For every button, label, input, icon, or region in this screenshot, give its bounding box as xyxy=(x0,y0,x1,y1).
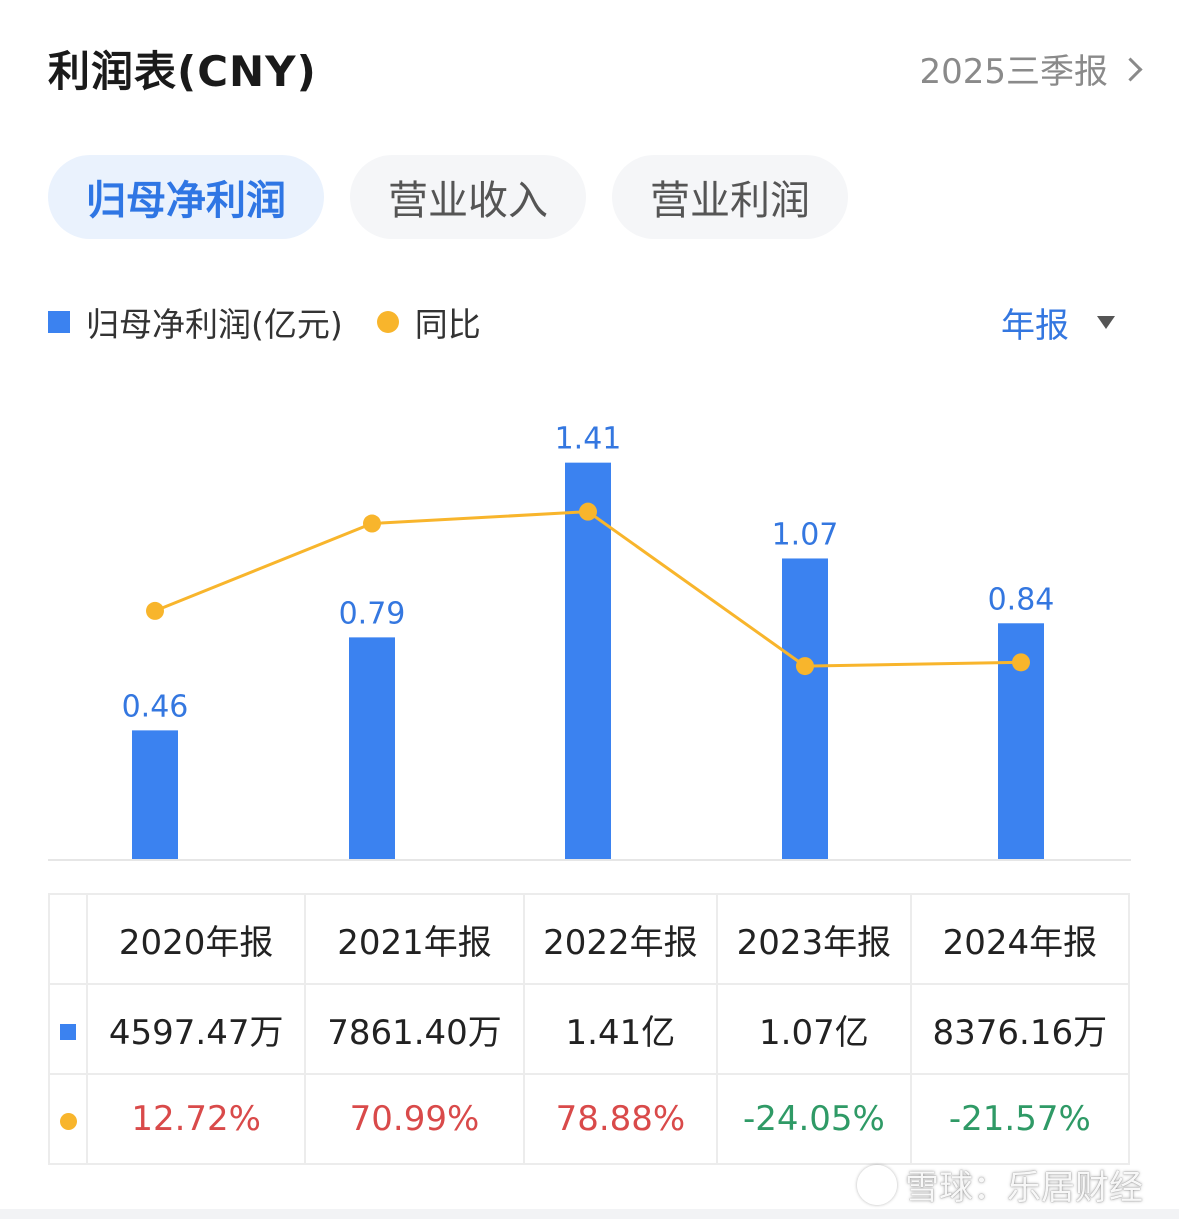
legend-bar-label: 归母净利润(亿元) xyxy=(86,305,343,344)
data-table: 2020年报 2021年报 2022年报 2023年报 2024年报 4597.… xyxy=(48,893,1131,1165)
line-legend-dot-icon xyxy=(376,311,399,333)
watermark-text: 雪球：乐居财经 xyxy=(905,1168,1143,1208)
line-marker-dot-icon xyxy=(59,1113,77,1130)
table-value-cell: 1.41亿 xyxy=(522,983,719,1075)
table-yoy-cell: 70.99% xyxy=(304,1073,525,1165)
table-value-cell: 1.07亿 xyxy=(716,983,912,1075)
table-yoy-cell: -21.57% xyxy=(909,1073,1131,1165)
table-yoy-cell: -24.05% xyxy=(716,1073,912,1165)
table-value-cell: 4597.47万 xyxy=(85,983,307,1075)
table-header-cell: 2024年报 xyxy=(909,893,1131,985)
table-row-marker xyxy=(48,983,88,1075)
table-yoy-cell: 12.72% xyxy=(85,1073,307,1165)
table-header-row: 2020年报 2021年报 2022年报 2023年报 2024年报 xyxy=(48,893,1131,985)
table-header-cell: 2023年报 xyxy=(716,893,912,985)
yoy-point-2020年报[interactable] xyxy=(146,601,164,620)
bar-2022年报[interactable] xyxy=(565,462,611,860)
period-selector-label: 年报 xyxy=(1001,306,1069,346)
table-header-cell: 2020年报 xyxy=(85,893,307,985)
table-yoy-cell: 78.88% xyxy=(522,1073,719,1165)
bar-2020年报[interactable] xyxy=(132,730,178,860)
yoy-point-2022年报[interactable] xyxy=(579,502,597,521)
bar-2021年报[interactable] xyxy=(349,637,395,860)
bar-marker-square-icon xyxy=(60,1024,76,1040)
profit-chart: 0.46 0.79 1.41 1.07 0.84 xyxy=(48,422,1131,861)
metric-tabs: 归母净利润 营业收入 营业利润 xyxy=(48,155,848,239)
xueqiu-logo-icon xyxy=(857,1164,897,1205)
chart-legend: 归母净利润(亿元) 同比 xyxy=(48,298,481,346)
bar-data-label: 1.41 xyxy=(555,422,622,457)
bottom-divider xyxy=(0,1209,1179,1219)
legend-line-label: 同比 xyxy=(414,305,481,344)
yoy-point-2021年报[interactable] xyxy=(363,514,381,533)
yoy-point-2024年报[interactable] xyxy=(1012,653,1030,672)
period-selector[interactable]: 年报 xyxy=(1001,298,1115,347)
tab-operating-profit[interactable]: 营业利润 xyxy=(612,155,848,239)
bar-data-label: 0.46 xyxy=(122,689,189,724)
table-row: 4597.47万 7861.40万 1.41亿 1.07亿 8376.16万 xyxy=(48,983,1131,1075)
bar-2023年报[interactable] xyxy=(782,558,828,860)
table-header-cell: 2021年报 xyxy=(304,893,525,985)
table-value-cell: 7861.40万 xyxy=(304,983,525,1075)
watermark: 雪球：乐居财经 xyxy=(857,1160,1143,1209)
table-header-cell: 2022年报 xyxy=(522,893,719,985)
report-period-link[interactable]: 2025三季报 xyxy=(919,44,1143,93)
table-row-marker xyxy=(48,1073,88,1165)
caret-down-icon xyxy=(1097,316,1115,329)
bar-legend-square-icon xyxy=(48,311,70,333)
report-period-label: 2025三季报 xyxy=(919,52,1108,92)
table-row: 12.72% 70.99% 78.88% -24.05% -21.57% xyxy=(48,1073,1131,1165)
chevron-right-icon xyxy=(1118,57,1143,82)
tab-net-profit[interactable]: 归母净利润 xyxy=(48,155,324,239)
table-corner-cell xyxy=(48,893,88,985)
yoy-point-2023年报[interactable] xyxy=(796,657,814,676)
bar-data-label: 0.84 xyxy=(988,582,1055,617)
bar-data-label: 1.07 xyxy=(772,517,839,552)
bar-data-label: 0.79 xyxy=(339,596,406,631)
page-title: 利润表(CNY) xyxy=(48,47,317,96)
tab-revenue[interactable]: 营业收入 xyxy=(350,155,586,239)
table-value-cell: 8376.16万 xyxy=(909,983,1131,1075)
